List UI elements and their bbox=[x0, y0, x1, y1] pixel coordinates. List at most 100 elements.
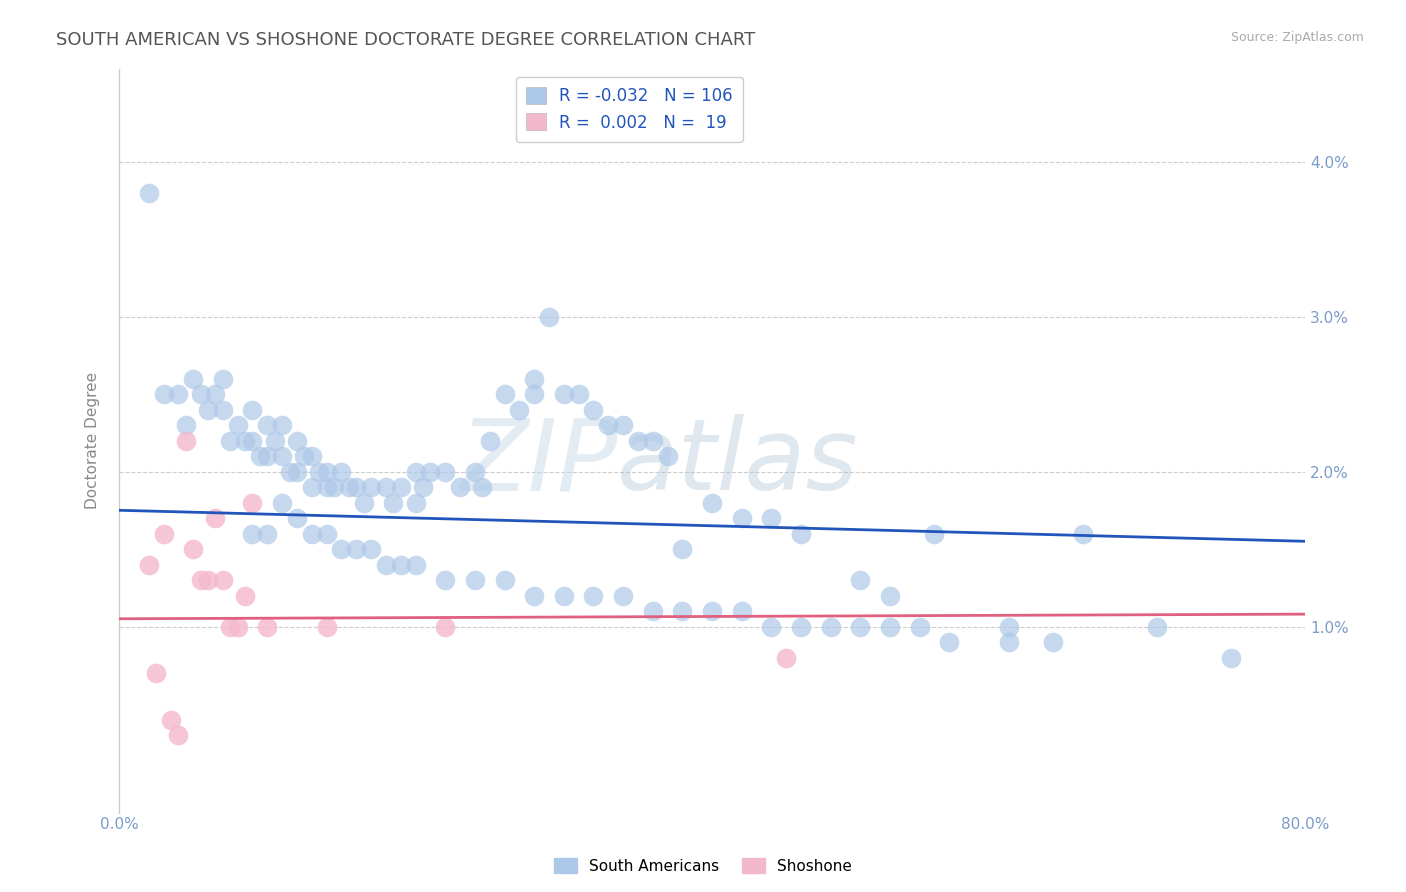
Point bbox=[204, 511, 226, 525]
Point bbox=[494, 573, 516, 587]
Point bbox=[657, 449, 679, 463]
Point bbox=[242, 495, 264, 509]
Point bbox=[405, 495, 427, 509]
Point bbox=[249, 449, 271, 463]
Point bbox=[879, 619, 901, 633]
Point bbox=[434, 619, 457, 633]
Point bbox=[731, 604, 754, 618]
Point bbox=[820, 619, 842, 633]
Point bbox=[181, 542, 204, 557]
Point bbox=[301, 480, 323, 494]
Point bbox=[292, 449, 315, 463]
Point bbox=[285, 434, 308, 448]
Point bbox=[242, 402, 264, 417]
Point bbox=[471, 480, 494, 494]
Point bbox=[330, 465, 353, 479]
Point bbox=[160, 713, 183, 727]
Point bbox=[174, 417, 197, 432]
Point bbox=[374, 480, 396, 494]
Point bbox=[761, 619, 783, 633]
Point bbox=[271, 449, 294, 463]
Point bbox=[211, 402, 233, 417]
Point bbox=[152, 387, 174, 401]
Text: ZIP: ZIP bbox=[458, 415, 617, 511]
Point bbox=[641, 434, 664, 448]
Point bbox=[285, 511, 308, 525]
Point bbox=[938, 635, 960, 649]
Point bbox=[849, 573, 872, 587]
Point bbox=[344, 542, 367, 557]
Point bbox=[537, 310, 560, 324]
Point bbox=[598, 417, 620, 432]
Point bbox=[211, 573, 233, 587]
Point bbox=[145, 666, 167, 681]
Point bbox=[174, 434, 197, 448]
Point bbox=[731, 511, 754, 525]
Point bbox=[553, 589, 575, 603]
Point bbox=[337, 480, 360, 494]
Text: atlas: atlas bbox=[617, 415, 859, 511]
Point bbox=[256, 417, 278, 432]
Point bbox=[568, 387, 591, 401]
Point bbox=[924, 526, 946, 541]
Y-axis label: Doctorate Degree: Doctorate Degree bbox=[86, 372, 100, 509]
Point bbox=[434, 465, 457, 479]
Text: Source: ZipAtlas.com: Source: ZipAtlas.com bbox=[1230, 31, 1364, 45]
Point bbox=[308, 465, 330, 479]
Point bbox=[464, 573, 486, 587]
Point bbox=[152, 526, 174, 541]
Point bbox=[997, 635, 1019, 649]
Point bbox=[315, 480, 337, 494]
Point bbox=[790, 619, 813, 633]
Point bbox=[323, 480, 346, 494]
Point bbox=[641, 604, 664, 618]
Point bbox=[197, 402, 219, 417]
Point bbox=[627, 434, 650, 448]
Point bbox=[464, 465, 486, 479]
Text: SOUTH AMERICAN VS SHOSHONE DOCTORATE DEGREE CORRELATION CHART: SOUTH AMERICAN VS SHOSHONE DOCTORATE DEG… bbox=[56, 31, 755, 49]
Point bbox=[211, 371, 233, 385]
Point bbox=[242, 526, 264, 541]
Point bbox=[256, 449, 278, 463]
Point bbox=[1146, 619, 1168, 633]
Point bbox=[167, 387, 190, 401]
Point bbox=[412, 480, 434, 494]
Point bbox=[315, 465, 337, 479]
Point bbox=[226, 619, 249, 633]
Point bbox=[271, 495, 294, 509]
Point bbox=[181, 371, 204, 385]
Point bbox=[285, 465, 308, 479]
Point bbox=[301, 449, 323, 463]
Point bbox=[374, 558, 396, 572]
Point bbox=[197, 573, 219, 587]
Point bbox=[523, 589, 546, 603]
Point bbox=[1042, 635, 1064, 649]
Point bbox=[671, 542, 693, 557]
Point bbox=[582, 402, 605, 417]
Point bbox=[226, 417, 249, 432]
Legend: South Americans, Shoshone: South Americans, Shoshone bbox=[548, 852, 858, 880]
Point bbox=[360, 480, 382, 494]
Point bbox=[389, 480, 412, 494]
Point bbox=[553, 387, 575, 401]
Point bbox=[233, 434, 256, 448]
Point bbox=[219, 619, 242, 633]
Point bbox=[138, 558, 160, 572]
Point bbox=[775, 650, 797, 665]
Point bbox=[315, 526, 337, 541]
Point bbox=[278, 465, 301, 479]
Point bbox=[478, 434, 501, 448]
Point bbox=[523, 387, 546, 401]
Point bbox=[138, 186, 160, 200]
Point bbox=[508, 402, 530, 417]
Point bbox=[382, 495, 405, 509]
Legend: R = -0.032   N = 106, R =  0.002   N =  19: R = -0.032 N = 106, R = 0.002 N = 19 bbox=[516, 77, 742, 142]
Point bbox=[271, 417, 294, 432]
Point bbox=[219, 434, 242, 448]
Point bbox=[612, 417, 634, 432]
Point bbox=[301, 526, 323, 541]
Point bbox=[389, 558, 412, 572]
Point bbox=[582, 589, 605, 603]
Point bbox=[908, 619, 931, 633]
Point bbox=[256, 619, 278, 633]
